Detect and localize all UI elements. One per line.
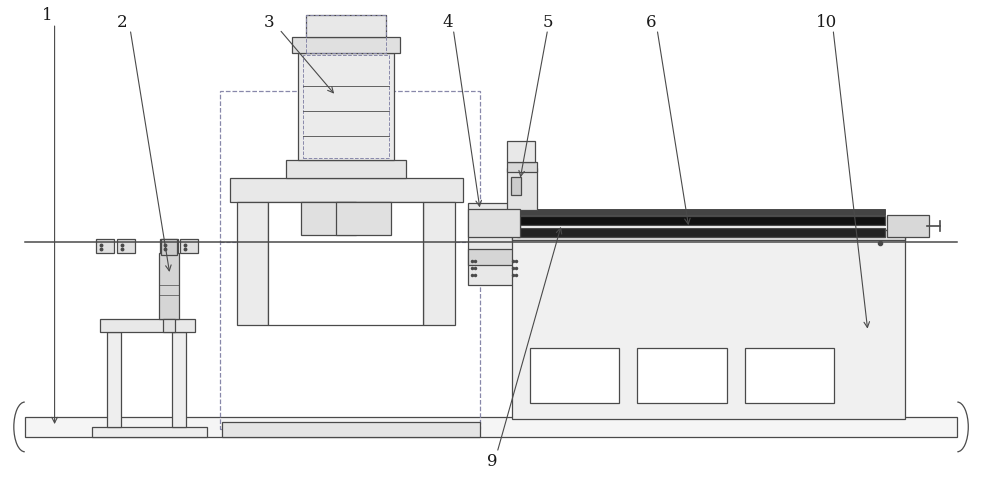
Text: 6: 6 [646, 14, 656, 31]
Bar [517, 216, 885, 226]
Bar [268, 203, 423, 325]
Bar [512, 230, 905, 419]
Bar [512, 230, 905, 240]
Bar [117, 240, 135, 253]
Bar [468, 250, 520, 265]
Bar [237, 203, 268, 325]
Text: 5: 5 [542, 14, 553, 31]
Bar [298, 54, 394, 161]
Bar [306, 16, 386, 54]
Bar [180, 240, 198, 253]
Bar [161, 240, 177, 255]
Bar [306, 16, 386, 38]
Bar [92, 427, 207, 437]
Bar [468, 210, 520, 238]
Bar [301, 203, 356, 236]
Bar [220, 92, 480, 429]
Bar [507, 163, 537, 173]
Bar [637, 348, 727, 403]
Bar [25, 417, 957, 437]
Text: 4: 4 [442, 14, 453, 31]
Bar [160, 240, 178, 253]
Bar [222, 422, 480, 437]
Bar [511, 178, 521, 196]
Bar [107, 333, 121, 427]
Text: 9: 9 [487, 452, 497, 469]
Bar [745, 348, 834, 403]
Text: 3: 3 [264, 14, 275, 31]
Bar [887, 216, 929, 238]
Text: 1: 1 [42, 7, 53, 24]
Text: 2: 2 [117, 14, 128, 31]
Bar [336, 203, 391, 236]
Bar [507, 169, 537, 211]
Bar [530, 348, 619, 403]
Bar [96, 240, 114, 253]
Bar [163, 319, 175, 333]
Bar [517, 210, 885, 216]
Bar [303, 56, 389, 159]
Bar [172, 333, 186, 427]
Bar [286, 161, 406, 179]
Bar [100, 319, 195, 333]
Bar [507, 141, 535, 163]
Bar [292, 38, 400, 54]
Bar [423, 203, 455, 325]
Text: 10: 10 [815, 14, 837, 31]
Bar [230, 179, 463, 203]
Bar [159, 253, 179, 319]
Bar [468, 204, 520, 285]
Bar [517, 228, 885, 238]
